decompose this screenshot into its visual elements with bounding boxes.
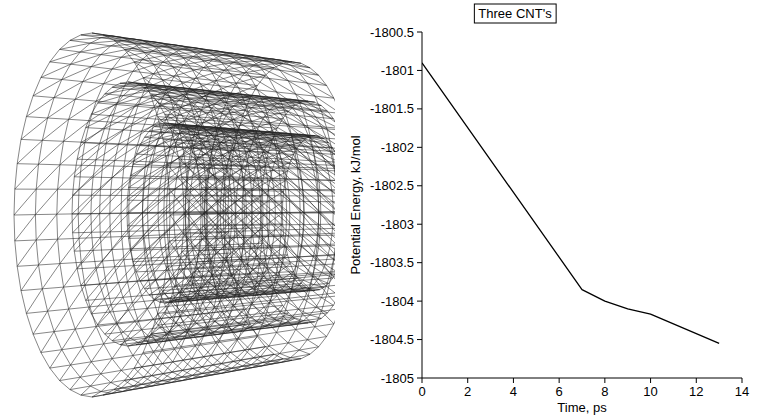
- y-tick-label: -1803: [381, 217, 414, 232]
- y-axis-title: Potential Energy, kJ/mol: [348, 135, 363, 274]
- cnt-mesh-3: [127, 123, 335, 303]
- title-box: [474, 4, 556, 23]
- x-tick: [467, 378, 468, 383]
- x-tick-label: 0: [418, 384, 425, 399]
- x-tick: [513, 378, 514, 383]
- y-tick-label: -1803.5: [370, 255, 414, 270]
- x-tick-label: 8: [601, 384, 608, 399]
- y-tick-label: -1802: [381, 140, 414, 155]
- y-tick: [417, 147, 422, 148]
- y-tick: [417, 262, 422, 263]
- x-tick: [650, 378, 651, 383]
- plot-area: [422, 63, 719, 344]
- y-tick-label: -1802.5: [370, 178, 414, 193]
- y-axis: [422, 32, 423, 378]
- cnt-illustration: [14, 33, 335, 397]
- x-tick-label: 14: [735, 384, 749, 399]
- y-tick: [417, 378, 422, 379]
- x-tick: [422, 378, 423, 383]
- chart-title: Three CNT's: [478, 6, 552, 21]
- x-tick: [559, 378, 560, 383]
- y-tick: [417, 339, 422, 340]
- y-tick-label: -1805: [381, 371, 414, 386]
- y-tick: [417, 185, 422, 186]
- data-line: [422, 63, 719, 344]
- page: Three CNT's -1805 -1804.5 -1804 -1803.5 -1803…: [0, 0, 760, 417]
- x-tick: [742, 378, 743, 383]
- x-axis: [422, 378, 742, 379]
- y-tick: [417, 70, 422, 71]
- x-tick-label: 6: [556, 384, 563, 399]
- y-tick: [417, 108, 422, 109]
- y-tick-label: -1804: [381, 294, 414, 309]
- y-tick-label: -1804.5: [370, 332, 414, 347]
- cnt-mesh-1: [14, 33, 335, 397]
- cnt-mesh-2: [72, 82, 335, 346]
- x-tick: [604, 378, 605, 383]
- x-tick: [696, 378, 697, 383]
- y-tick-label: -1801.5: [370, 101, 414, 116]
- x-tick-label: 2: [464, 384, 471, 399]
- x-tick-label: 4: [510, 384, 517, 399]
- y-tick: [417, 224, 422, 225]
- y-tick-label: -1800.5: [370, 25, 414, 40]
- y-tick-label: -1801: [381, 63, 414, 78]
- x-tick-label: 10: [643, 384, 657, 399]
- x-tick-label: 12: [689, 384, 703, 399]
- y-tick: [417, 32, 422, 33]
- x-axis-title: Time, ps: [557, 400, 607, 415]
- y-tick: [417, 301, 422, 302]
